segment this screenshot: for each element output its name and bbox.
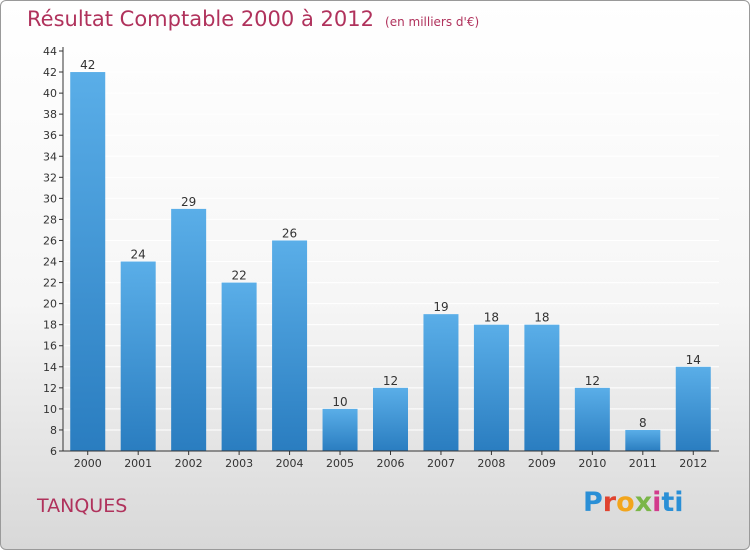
y-tick-label: 16 [43,340,57,353]
bar-2003 [221,282,257,451]
x-tick-label: 2012 [679,457,707,470]
y-tick-label: 18 [43,319,57,332]
data-label: 19 [433,300,448,314]
chart-title-block: Résultat Comptable 2000 à 2012 (en milli… [27,7,479,31]
bar-2007 [423,314,459,451]
x-tick-label: 2003 [225,457,253,470]
x-tick-label: 2009 [528,457,556,470]
x-tick-label: 2001 [124,457,152,470]
data-label: 29 [181,195,196,209]
chart-title: Résultat Comptable 2000 à 2012 [27,7,374,31]
x-tick-label: 2011 [629,457,657,470]
data-label: 8 [639,416,647,430]
x-tick-label: 2000 [74,457,102,470]
y-tick-label: 44 [43,45,57,58]
y-tick-label: 26 [43,234,57,247]
y-tick-label: 38 [43,108,57,121]
logo-letter: x [634,487,653,518]
data-label: 18 [484,311,499,325]
y-tick-label: 36 [43,129,57,142]
logo-letter: P [583,487,603,518]
x-tick-label: 2006 [377,457,405,470]
data-label: 14 [686,353,701,367]
y-tick-label: 40 [43,87,57,100]
data-label: 12 [585,374,600,388]
x-tick-label: 2010 [578,457,606,470]
logo-letter: o [616,487,635,518]
data-label: 12 [383,374,398,388]
x-tick-label: 2007 [427,457,455,470]
y-tick-label: 6 [50,445,57,458]
x-tick-label: 2002 [175,457,203,470]
bar-2000 [70,72,106,451]
y-tick-label: 28 [43,213,57,226]
bar-2006 [373,387,408,451]
y-tick-label: 24 [43,256,57,269]
bar-2004 [272,240,308,451]
data-label: 42 [80,58,95,72]
bar-2005 [322,408,358,451]
data-label: 26 [282,226,297,240]
logo-letter: i [652,487,662,518]
x-tick-label: 2008 [477,457,505,470]
bar-2010 [574,387,610,451]
chart-unit: (en milliers d'€) [385,15,480,29]
y-tick-label: 42 [43,66,57,79]
data-label: 22 [231,269,246,283]
bar-2008 [473,324,509,451]
y-tick-label: 34 [43,150,57,163]
logo-letter: ti [661,487,684,518]
data-label: 24 [131,248,146,262]
bar-2001 [120,261,156,451]
bar-2009 [524,324,560,451]
y-tick-label: 14 [43,361,57,374]
y-tick-label: 10 [43,403,57,416]
commune-name: TANQUES [37,495,128,517]
bar-2012 [675,366,711,451]
data-label: 10 [332,395,347,409]
y-tick-label: 22 [43,277,57,290]
y-tick-label: 12 [43,382,57,395]
logo-letter: r [602,487,617,518]
y-tick-label: 8 [50,424,57,437]
bar-2011 [625,429,661,451]
x-tick-label: 2004 [276,457,304,470]
bars: 42 24 29 22 26 10 12 19 18 18 12 8 14 [70,58,711,451]
proxiti-logo: Proxiti [583,487,684,518]
y-tick-label: 30 [43,192,57,205]
y-tick-label: 32 [43,171,57,184]
y-tick-label: 20 [43,298,57,311]
bar-2002 [171,208,207,451]
data-label: 18 [534,311,549,325]
axes: 6 8 10 12 14 16 18 20 22 24 26 28 30 32 34 36 38 40 42 44 20… [43,45,719,470]
x-tick-label: 2005 [326,457,354,470]
